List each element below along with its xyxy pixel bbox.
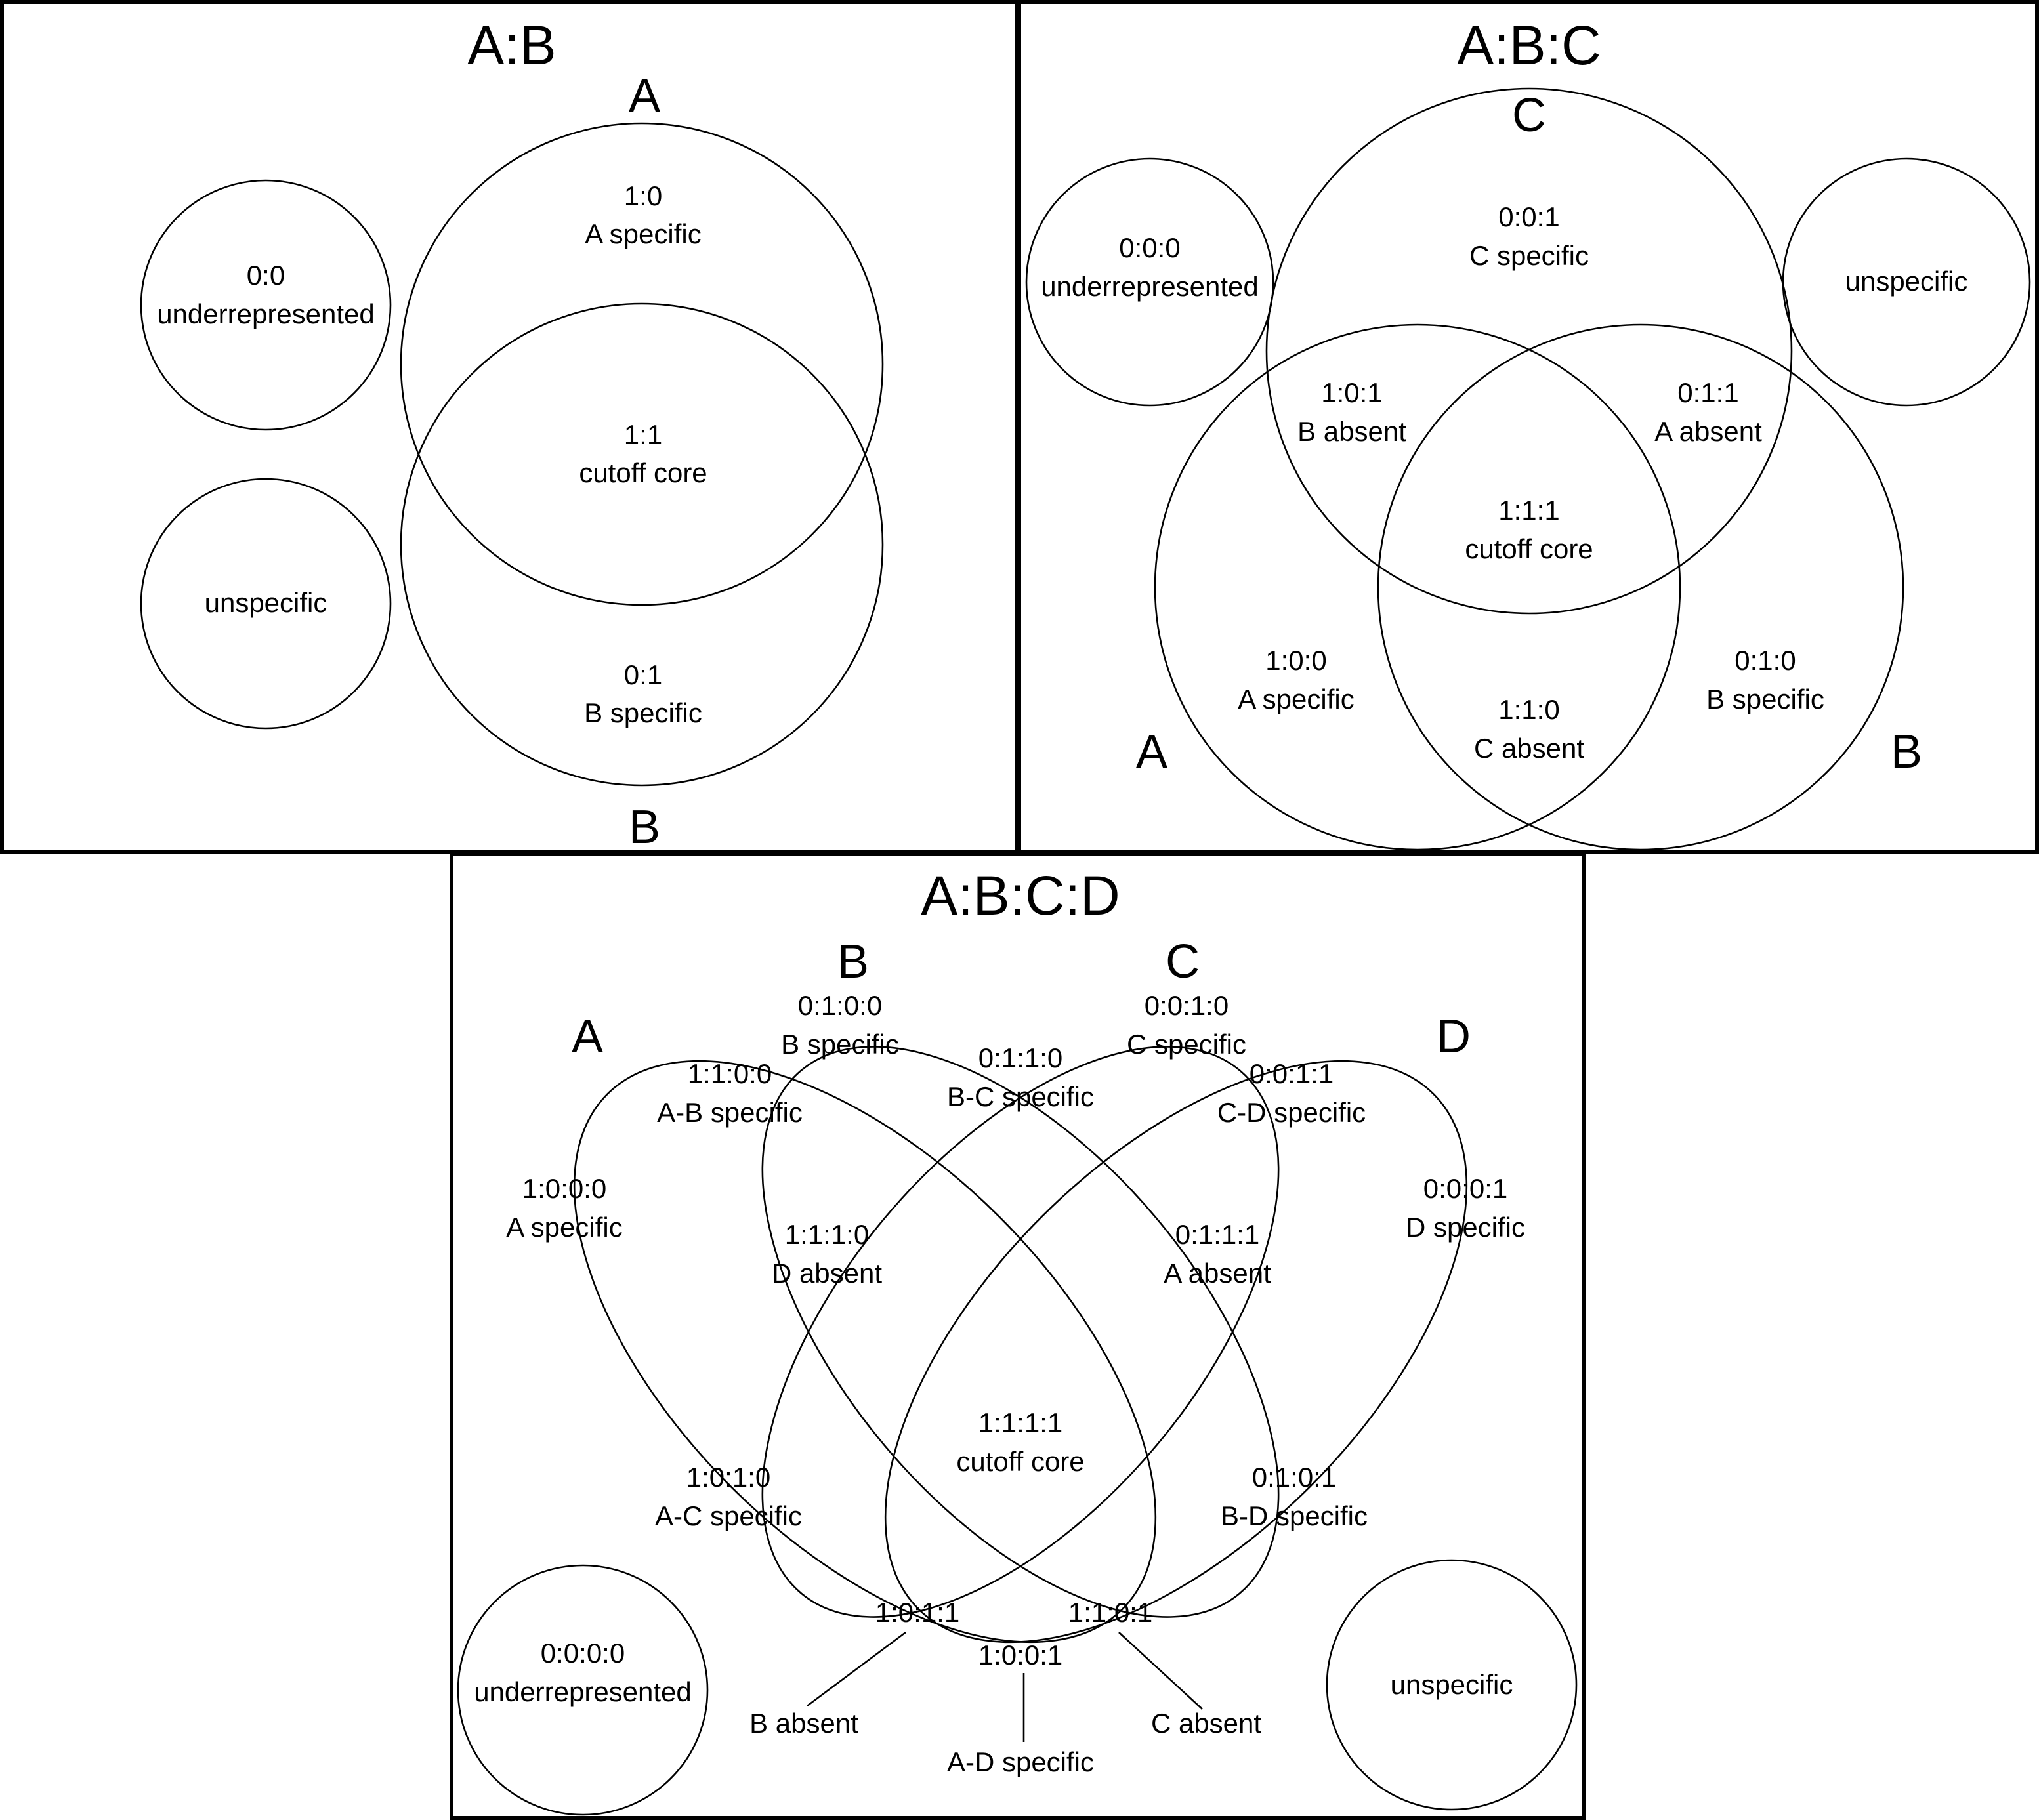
a-absent-text: A absent xyxy=(1654,416,1762,447)
c-absent-text: C absent xyxy=(1474,733,1584,764)
set-c-circle xyxy=(1265,87,1793,615)
ad-specific-code: 1:0:0:1 xyxy=(978,1640,1062,1670)
a-specific-text: A specific xyxy=(506,1212,622,1243)
core-text: cutoff core xyxy=(579,457,707,488)
unspecific-text: unspecific xyxy=(1845,266,1968,297)
b-specific-text: B specific xyxy=(584,697,702,728)
d-absent-text: D absent xyxy=(772,1258,882,1289)
a-specific-code: 1:0:0:0 xyxy=(522,1173,606,1204)
core-text: cutoff core xyxy=(956,1446,1084,1477)
set-b-circle xyxy=(400,302,884,787)
a-absent-code: 0:1:1 xyxy=(1677,377,1738,408)
b-absent-code: 1:0:1 xyxy=(1321,377,1382,408)
core-code: 1:1:1 xyxy=(1498,495,1559,526)
underrepresented-circle xyxy=(1025,157,1274,407)
unspecific-text: unspecific xyxy=(1391,1669,1513,1700)
set-c-label: C xyxy=(1512,89,1546,142)
set-d-ellipse xyxy=(884,1060,1468,1644)
set-b-ellipse xyxy=(761,1046,1280,1618)
set-d-label: D xyxy=(1437,1010,1471,1063)
unspecific-circle xyxy=(1326,1559,1578,1811)
ac-specific-code: 1:0:1:0 xyxy=(686,1462,770,1493)
panel-abc: A:B:C C A B 0:0:0 underrepresented unspe… xyxy=(1017,0,2039,854)
a-specific-text: A specific xyxy=(1238,684,1354,714)
set-b-circle xyxy=(1377,323,1904,851)
set-a-circle xyxy=(400,122,884,606)
b-absent-code: 1:0:1:1 xyxy=(875,1597,959,1628)
b-specific-text: B specific xyxy=(1706,684,1824,714)
cd-specific-code: 0:0:1:1 xyxy=(1250,1058,1334,1089)
underrep-code: 0:0:0:0 xyxy=(541,1638,625,1668)
set-a-label: A xyxy=(572,1010,603,1063)
unspecific-text: unspecific xyxy=(205,587,327,618)
a-specific-text: A specific xyxy=(585,218,701,249)
set-b-label: B xyxy=(1891,726,1922,778)
d-specific-text: D specific xyxy=(1406,1212,1525,1243)
underrep-text: underrepresented xyxy=(1041,271,1259,302)
panel-ab: A:B A B 0:0 underrepresented unspecific … xyxy=(0,0,1019,854)
b-specific-code: 0:1:0:0 xyxy=(798,990,882,1021)
a-specific-code: 1:0:0 xyxy=(1265,645,1326,676)
set-a-label: A xyxy=(629,70,660,122)
c-absent-code: 1:1:0 xyxy=(1498,694,1559,725)
unspecific-circle xyxy=(140,478,392,730)
ac-specific-text: A-C specific xyxy=(655,1500,802,1531)
panel-abcd: A:B:C:D B C A D 0:1:0:0 B specific 0:0:1… xyxy=(450,852,1586,1820)
a-specific-code: 1:0 xyxy=(624,180,662,211)
underrepresented-circle xyxy=(140,179,392,431)
b-specific-code: 0:1 xyxy=(624,659,662,690)
b-absent-text: B absent xyxy=(749,1708,858,1739)
set-a-ellipse xyxy=(573,1060,1157,1644)
b-specific-code: 0:1:0 xyxy=(1734,645,1796,676)
b-specific-text: B specific xyxy=(781,1029,899,1060)
bc-specific-text: B-C specific xyxy=(947,1081,1094,1112)
ad-specific-text: A-D specific xyxy=(947,1747,1094,1777)
set-a-label: A xyxy=(1136,726,1167,778)
bc-specific-code: 0:1:1:0 xyxy=(978,1043,1062,1073)
underrep-code: 0:0:0 xyxy=(1119,232,1180,263)
c-absent-code: 1:1:0:1 xyxy=(1068,1597,1152,1628)
panel-ab-frame xyxy=(0,0,1019,854)
d-specific-code: 0:0:0:1 xyxy=(1423,1173,1507,1204)
core-code: 1:1:1:1 xyxy=(978,1407,1062,1438)
c-specific-code: 0:0:1:0 xyxy=(1145,990,1229,1021)
underrepresented-circle xyxy=(457,1564,709,1816)
panel-abcd-title: A:B:C:D xyxy=(921,865,1120,926)
a-absent-code: 0:1:1:1 xyxy=(1175,1219,1259,1250)
set-b-label: B xyxy=(629,801,660,854)
c-absent-leader xyxy=(1118,1632,1203,1710)
set-a-circle xyxy=(1154,323,1681,851)
ab-specific-text: A-B specific xyxy=(657,1097,803,1128)
set-b-label: B xyxy=(837,936,869,988)
a-absent-text: A absent xyxy=(1164,1258,1271,1289)
panel-abc-title: A:B:C xyxy=(1457,14,1601,76)
c-specific-code: 0:0:1 xyxy=(1498,201,1559,232)
set-c-ellipse xyxy=(761,1046,1280,1618)
b-absent-text: B absent xyxy=(1297,416,1406,447)
b-absent-leader xyxy=(807,1631,906,1707)
core-code: 1:1 xyxy=(624,419,662,450)
cd-specific-text: C-D specific xyxy=(1217,1097,1366,1128)
underrep-code: 0:0 xyxy=(247,260,285,291)
bd-specific-code: 0:1:0:1 xyxy=(1252,1462,1336,1493)
ab-specific-code: 1:1:0:0 xyxy=(688,1058,772,1089)
c-specific-text: C specific xyxy=(1127,1029,1246,1060)
panel-abcd-frame xyxy=(450,852,1586,1820)
set-c-label: C xyxy=(1166,936,1200,988)
c-absent-text: C absent xyxy=(1151,1708,1261,1739)
bd-specific-text: B-D specific xyxy=(1221,1500,1368,1531)
d-absent-code: 1:1:1:0 xyxy=(785,1219,869,1250)
underrep-text: underrepresented xyxy=(474,1676,692,1707)
panel-ab-title: A:B xyxy=(467,14,556,76)
c-specific-text: C specific xyxy=(1469,240,1589,271)
core-text: cutoff core xyxy=(1465,533,1593,564)
underrep-text: underrepresented xyxy=(157,299,375,329)
